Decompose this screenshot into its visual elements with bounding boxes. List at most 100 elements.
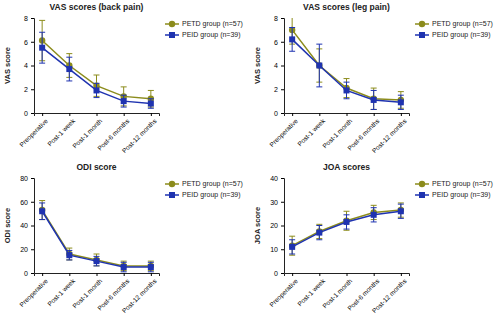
y-tick: 20: [270, 222, 284, 229]
legend-marker: [169, 32, 175, 38]
legend-marker: [419, 181, 425, 187]
point: [94, 258, 100, 264]
point: [316, 62, 322, 68]
legend-label: PEID group (n=39): [182, 31, 241, 39]
error-bar-cap: [66, 259, 72, 260]
y-tick-label: 10: [270, 246, 278, 253]
series: [289, 18, 404, 109]
x-tick: Preoperative: [268, 273, 300, 309]
y-tick: 4: [274, 62, 284, 69]
error-bar-cap: [121, 271, 127, 272]
x-tick-label: Preoperative: [18, 277, 50, 309]
legend-marker: [419, 32, 425, 38]
error-bar-cap: [39, 200, 45, 201]
y-axis: 0 2 4 6 8: [274, 15, 284, 117]
y-axis: 02468: [24, 15, 34, 117]
y-axis-line: [281, 179, 285, 274]
error-bar-cap: [316, 225, 322, 226]
x-tick-mark: [347, 273, 348, 276]
y-axis-title: VAS score: [3, 47, 12, 84]
x-tick-mark: [124, 113, 125, 116]
legend-marker: [419, 192, 425, 198]
point: [66, 252, 72, 258]
legend-item: PEID group (n=39): [415, 191, 491, 199]
error-bar-cap: [344, 229, 350, 230]
x-tick: Post-12 months: [371, 273, 409, 314]
y-tick: 10: [270, 246, 284, 253]
error-bar: [316, 226, 322, 240]
plot-area: [39, 201, 154, 272]
y-tick-mark: [281, 18, 284, 19]
y-axis-line: [281, 19, 285, 114]
error-bar-cap: [371, 109, 377, 110]
x-axis-line: [285, 114, 410, 117]
y-tick-mark: [31, 66, 34, 67]
error-bar-cap: [398, 95, 404, 96]
y-tick-label: 6: [274, 38, 278, 45]
y-tick-label: 2: [274, 86, 278, 93]
error-bar-cap: [39, 32, 45, 33]
plot-area: [39, 20, 154, 108]
point: [398, 99, 404, 105]
y-tick-label: 20: [20, 246, 28, 253]
y-tick: 8: [24, 15, 34, 22]
y-tick-mark: [31, 89, 34, 90]
y-tick-mark: [31, 226, 34, 227]
x-axis: PreoperativePost-1 weekPost-1 monthPost-…: [18, 273, 160, 314]
y-tick-mark: [31, 178, 34, 179]
x-tick-mark: [69, 273, 70, 276]
error-bar-cap: [371, 88, 377, 89]
x-tick: Preoperative: [18, 113, 50, 149]
series: [39, 20, 154, 107]
error-bar-cap: [371, 109, 377, 110]
y-tick: 20: [20, 246, 34, 253]
legend-label: PEID group (n=39): [432, 191, 491, 199]
error-bar-cap: [121, 262, 127, 263]
x-axis: PreoperativePost-1 weekPost-1 monthPost-…: [268, 113, 410, 154]
error-bar-cap: [289, 27, 295, 28]
x-tick-label: Post-12 months: [371, 277, 409, 315]
y-tick-label: 4: [274, 62, 278, 69]
error-bar: [371, 205, 377, 219]
legend: PETD group (n=57)PEID group (n=39): [415, 180, 493, 199]
x-tick-label: Post-12 months: [121, 277, 159, 315]
legend-marker: [419, 21, 425, 27]
y-tick-label: 4: [24, 62, 28, 69]
y-tick-label: 0: [274, 110, 278, 117]
y-tick-label: 2: [24, 86, 28, 93]
series-line: [292, 30, 401, 100]
x-tick-mark: [97, 273, 98, 276]
series-line: [292, 210, 401, 246]
x-tick-mark: [292, 273, 293, 276]
error-bar-cap: [94, 97, 100, 98]
error-bar-cap: [94, 83, 100, 84]
series: [39, 203, 154, 272]
x-tick-mark: [97, 113, 98, 116]
chart-title: VAS scores (leg pain): [303, 2, 390, 12]
x-axis: PreoperativePost-1 weekPost-1 monthPost-…: [18, 113, 160, 154]
error-bar: [371, 208, 377, 222]
legend: PETD group (n=57)PEID group (n=39): [165, 180, 243, 199]
point: [371, 212, 377, 218]
y-tick-label: 60: [20, 198, 28, 205]
x-tick: Preoperative: [18, 273, 50, 309]
error-bar-cap: [371, 205, 377, 206]
error-bar-cap: [371, 221, 377, 222]
series: [289, 203, 404, 255]
x-tick-label: Preoperative: [18, 117, 50, 149]
point: [39, 208, 45, 214]
error-bar: [344, 211, 350, 230]
y-tick: 8: [274, 15, 284, 22]
error-bar-cap: [94, 265, 100, 266]
error-bar-cap: [371, 207, 377, 208]
error-bar: [148, 99, 154, 109]
y-tick-label: 0: [24, 110, 28, 117]
y-tick-mark: [31, 18, 34, 19]
error-bar: [289, 28, 295, 52]
y-tick-label: 8: [24, 15, 28, 22]
y-axis-title: JOA score: [253, 207, 262, 244]
y-tick-mark: [281, 226, 284, 227]
error-bar: [121, 262, 127, 272]
y-tick-mark: [281, 178, 284, 179]
error-bar: [371, 90, 377, 109]
